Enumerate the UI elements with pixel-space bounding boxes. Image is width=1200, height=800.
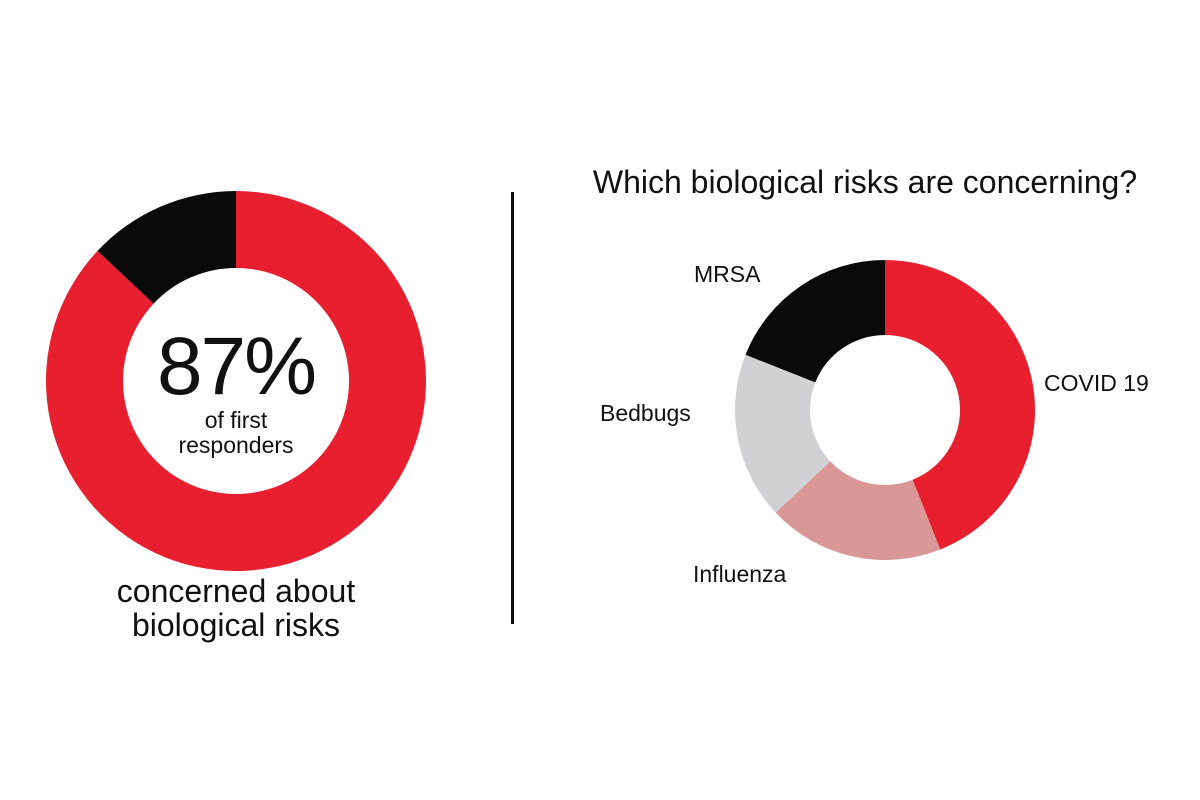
donut-slice-covid-19 xyxy=(885,260,1036,550)
donut-slice-influenza xyxy=(775,461,941,560)
donut-slice-mrsa xyxy=(745,260,885,383)
percent-subtitle-line2: responders xyxy=(178,432,294,458)
risks-donut-chart xyxy=(735,260,1036,560)
donut-slice-not-concerned xyxy=(97,191,236,304)
slice-label-influenza: Influenza xyxy=(693,561,787,587)
concern-donut-chart xyxy=(45,191,427,571)
slice-label-bedbugs: Bedbugs xyxy=(600,400,691,426)
percent-value: 87% xyxy=(156,321,317,412)
percent-subtitle: of first responders xyxy=(136,408,336,458)
percent-subtitle-line1: of first xyxy=(204,407,268,433)
donut-slice-bedbugs xyxy=(735,354,831,513)
slice-label-covid-19: COVID 19 xyxy=(1044,370,1149,396)
left-caption-line1: concerned about xyxy=(116,573,356,609)
vertical-divider xyxy=(511,192,514,624)
left-caption: concerned about biological risks xyxy=(66,574,406,642)
left-caption-line2: biological risks xyxy=(131,607,341,643)
right-chart-title: Which biological risks are concerning? xyxy=(592,164,1138,200)
donut-slice-concerned xyxy=(45,191,427,571)
slice-label-mrsa: MRSA xyxy=(694,261,761,287)
